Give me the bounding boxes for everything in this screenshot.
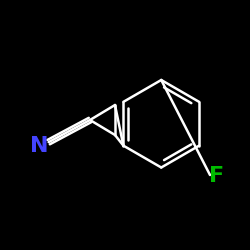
Text: N: N (30, 136, 48, 156)
Text: F: F (209, 166, 224, 186)
